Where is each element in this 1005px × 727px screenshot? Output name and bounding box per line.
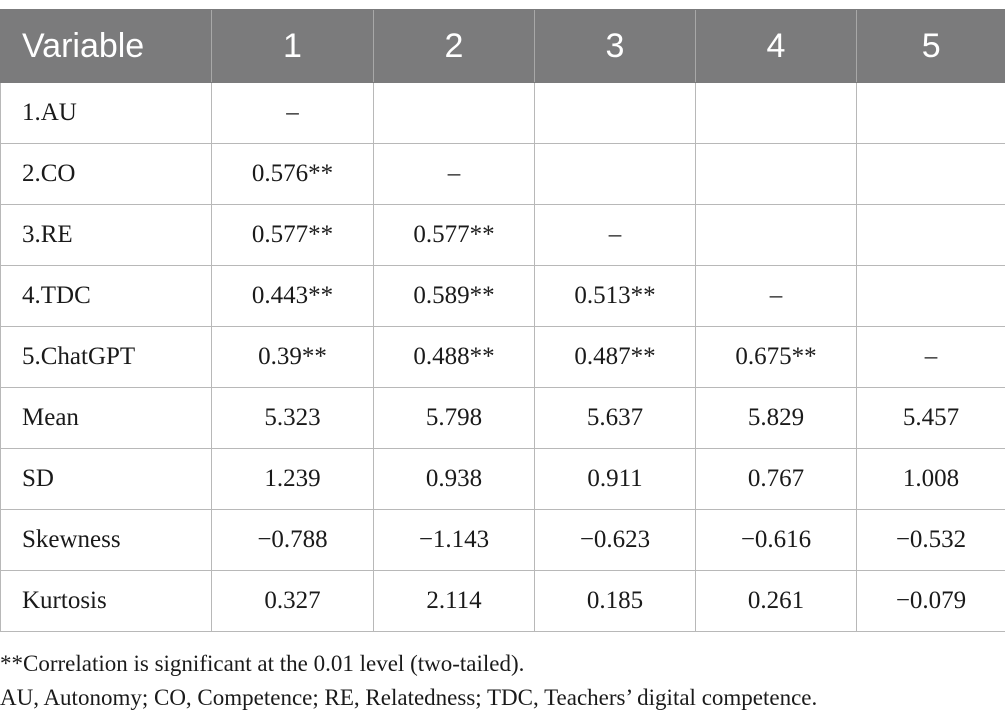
table-cell: 0.39** — [211, 326, 374, 388]
table-cell: 0.327 — [211, 570, 374, 632]
table-footnotes: **Correlation is significant at the 0.01… — [0, 647, 817, 715]
table-cell: 1.008 — [856, 448, 1005, 510]
table-cell: – — [856, 326, 1005, 388]
table-cell: 0.767 — [695, 448, 857, 510]
table-cell: −0.788 — [211, 509, 374, 571]
table-cell: −1.143 — [373, 509, 535, 571]
table-row-skewness: Skewness −0.788 −1.143 −0.623 −0.616 −0.… — [0, 509, 1005, 571]
table-cell — [695, 143, 857, 205]
row-label: Kurtosis — [0, 570, 212, 632]
table-cell: 5.323 — [211, 387, 374, 449]
header-col-4: 4 — [695, 9, 857, 83]
table-cell: – — [373, 143, 535, 205]
table-cell: 0.577** — [373, 204, 535, 266]
row-label: 5.ChatGPT — [0, 326, 212, 388]
table-cell — [856, 143, 1005, 205]
table-cell: 0.443** — [211, 265, 374, 327]
table-row-mean: Mean 5.323 5.798 5.637 5.829 5.457 — [0, 387, 1005, 449]
table-body: 1.AU – 2.CO 0.576** – 3.RE 0.577** 0.577… — [0, 82, 1005, 632]
table-cell — [695, 204, 857, 266]
table-row-kurtosis: Kurtosis 0.327 2.114 0.185 0.261 −0.079 — [0, 570, 1005, 632]
table-row-co: 2.CO 0.576** – — [0, 143, 1005, 205]
table-row-chatgpt: 5.ChatGPT 0.39** 0.488** 0.487** 0.675**… — [0, 326, 1005, 388]
header-row: Variable 1 2 3 4 5 — [0, 9, 1005, 83]
table-cell: – — [695, 265, 857, 327]
table-cell — [856, 265, 1005, 327]
table-cell: −0.623 — [534, 509, 696, 571]
table-cell — [373, 82, 535, 144]
header-variable: Variable — [0, 9, 212, 83]
table-cell: 5.637 — [534, 387, 696, 449]
row-label: 2.CO — [0, 143, 212, 205]
table-cell: 5.798 — [373, 387, 535, 449]
row-label: 4.TDC — [0, 265, 212, 327]
table-cell: 2.114 — [373, 570, 535, 632]
table-cell — [695, 82, 857, 144]
significance-note: **Correlation is significant at the 0.01… — [0, 651, 525, 676]
table-cell — [534, 82, 696, 144]
table-cell: 0.488** — [373, 326, 535, 388]
table-cell: 1.239 — [211, 448, 374, 510]
table-cell: −0.616 — [695, 509, 857, 571]
table-cell: 0.261 — [695, 570, 857, 632]
table-cell: 0.911 — [534, 448, 696, 510]
table-cell: 0.185 — [534, 570, 696, 632]
header-col-5: 5 — [856, 9, 1005, 83]
table-cell: 0.576** — [211, 143, 374, 205]
table-cell: 0.487** — [534, 326, 696, 388]
row-label: 1.AU — [0, 82, 212, 144]
table-cell: −0.532 — [856, 509, 1005, 571]
table-cell: – — [534, 204, 696, 266]
row-label: Skewness — [0, 509, 212, 571]
row-label: SD — [0, 448, 212, 510]
header-col-2: 2 — [373, 9, 535, 83]
table-cell — [856, 82, 1005, 144]
table-cell — [534, 143, 696, 205]
table-cell: 0.675** — [695, 326, 857, 388]
table-row-re: 3.RE 0.577** 0.577** – — [0, 204, 1005, 266]
correlation-table-container: Variable 1 2 3 4 5 1.AU – 2.CO 0.576** – — [0, 9, 1005, 632]
table-cell: 5.457 — [856, 387, 1005, 449]
table-cell — [856, 204, 1005, 266]
row-label: Mean — [0, 387, 212, 449]
table-header: Variable 1 2 3 4 5 — [0, 9, 1005, 83]
table-cell: 0.589** — [373, 265, 535, 327]
table-cell: – — [211, 82, 374, 144]
table-cell: 0.577** — [211, 204, 374, 266]
table-row-tdc: 4.TDC 0.443** 0.589** 0.513** – — [0, 265, 1005, 327]
abbreviations-note: AU, Autonomy; CO, Competence; RE, Relate… — [0, 685, 818, 710]
table-cell: 0.938 — [373, 448, 535, 510]
row-label: 3.RE — [0, 204, 212, 266]
table-cell: 5.829 — [695, 387, 857, 449]
table-row-sd: SD 1.239 0.938 0.911 0.767 1.008 — [0, 448, 1005, 510]
header-col-1: 1 — [211, 9, 374, 83]
correlation-table: Variable 1 2 3 4 5 1.AU – 2.CO 0.576** – — [0, 9, 1005, 632]
table-cell: −0.079 — [856, 570, 1005, 632]
table-row-au: 1.AU – — [0, 82, 1005, 144]
table-cell: 0.513** — [534, 265, 696, 327]
header-col-3: 3 — [534, 9, 696, 83]
